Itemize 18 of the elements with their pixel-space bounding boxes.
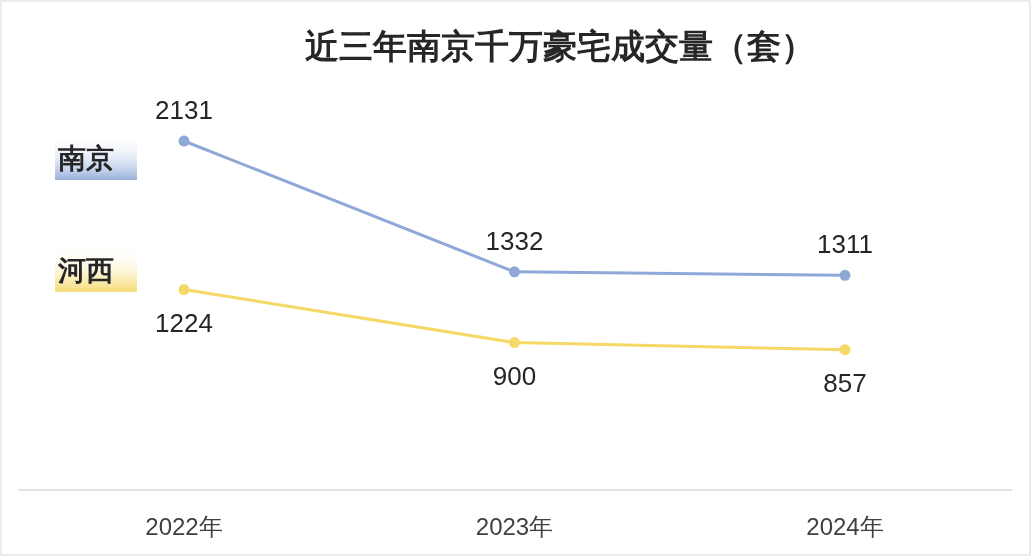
x-tick-label: 2022年 bbox=[145, 513, 223, 540]
point bbox=[178, 135, 190, 147]
point bbox=[839, 269, 851, 281]
data-label: 2131 bbox=[155, 95, 213, 125]
point bbox=[509, 266, 520, 278]
x-tick-label: 2024年 bbox=[806, 513, 884, 540]
chart-title: 近三年南京千万豪宅成交量（套） bbox=[305, 26, 815, 66]
point bbox=[839, 344, 851, 356]
data-label: 1311 bbox=[817, 229, 873, 260]
x-tick-label: 2023年 bbox=[475, 513, 554, 540]
data-label: 900 bbox=[492, 360, 537, 391]
text: 南京 bbox=[57, 142, 114, 175]
data-label: 857 bbox=[823, 367, 867, 398]
data-label: 1332 bbox=[485, 225, 544, 256]
data-label: 1224 bbox=[155, 307, 213, 338]
text: 河西 bbox=[57, 254, 114, 287]
point bbox=[509, 337, 520, 349]
point bbox=[178, 284, 190, 296]
